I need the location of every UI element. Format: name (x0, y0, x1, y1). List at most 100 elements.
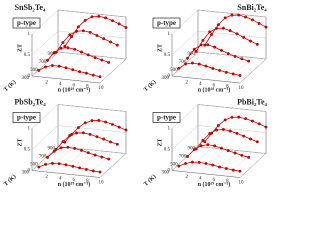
grid-line (57, 51, 127, 60)
data-point (204, 162, 208, 165)
data-point (59, 46, 63, 50)
y-tick-label: 0.5 (164, 53, 171, 58)
z-tick-label: 500 (170, 163, 178, 168)
z-tick-label: 900 (188, 52, 196, 57)
grid-line (239, 153, 267, 178)
panel: 0 0.5 1 2 4 6 8 10 ZT n (10¹⁹ cm⁻³) T (K) 900700500… (2, 97, 128, 188)
z-axis-label: T (K) (142, 173, 157, 188)
data-point (249, 137, 252, 141)
panel-title: PbBi₂Te₄ (237, 97, 267, 106)
data-point (220, 48, 223, 52)
data-point (247, 155, 251, 159)
z-tick-label: 300 (162, 76, 170, 81)
z-axis-label: T (K) (2, 79, 17, 94)
data-point (208, 30, 212, 34)
z-tick-label: 700 (39, 60, 47, 65)
data-point (250, 18, 254, 22)
data-point (76, 126, 80, 130)
x-tick-label: 8 (86, 85, 89, 90)
data-point (104, 120, 108, 124)
data-point (249, 39, 252, 43)
grid-line (59, 54, 86, 79)
data-point (237, 115, 241, 119)
data-point (238, 73, 242, 77)
y-tick-label: 1 (28, 127, 31, 132)
grid-line (31, 9, 59, 35)
data-point (233, 151, 237, 155)
annotation-box (152, 17, 181, 29)
data-point (84, 167, 88, 171)
series-line (47, 146, 109, 160)
data-point (197, 160, 201, 164)
x-tick-label: 2 (185, 175, 188, 180)
data-point (197, 62, 201, 66)
series-line (195, 129, 258, 150)
data-point (100, 155, 104, 159)
x-tick-label: 2 (185, 81, 188, 86)
x-tick-label: 8 (226, 179, 229, 184)
series-line (47, 47, 109, 63)
grid-line (72, 56, 99, 81)
data-point (226, 149, 230, 153)
grid-line (185, 147, 212, 173)
y-tick-label: 0 (168, 74, 171, 79)
data-point (95, 34, 99, 37)
data-point (88, 132, 92, 136)
data-point (218, 165, 222, 169)
data-point (223, 118, 227, 122)
y-tick-label: 0.5 (164, 148, 171, 153)
panel: 0 0.5 1 2 4 6 8 10 ZT n (10¹⁹ cm⁻³) T (K) 900700500… (142, 3, 268, 94)
grid-line (171, 125, 199, 150)
data-point (109, 140, 112, 144)
x-tick-label: 6 (73, 83, 76, 88)
x-tick-label: 4 (59, 176, 62, 181)
data-point (88, 30, 92, 34)
data-point (117, 125, 121, 129)
data-point (220, 146, 223, 150)
data-point (117, 22, 121, 26)
data-point (216, 124, 220, 127)
data-point (224, 167, 228, 170)
data-point (199, 144, 203, 148)
data-point (97, 14, 101, 18)
y-tick-label: 0.5 (24, 148, 31, 153)
x-axis-label: n (10¹⁹ cm⁻³) (58, 181, 91, 188)
data-point (235, 32, 239, 36)
data-point (255, 140, 259, 144)
data-point (264, 125, 268, 129)
data-point (93, 153, 97, 157)
data-point (115, 142, 119, 146)
x-tick-label: 10 (99, 86, 105, 91)
z-tick-label: 500 (30, 163, 38, 168)
data-point (37, 165, 41, 169)
grid-line (239, 58, 267, 84)
data-point (206, 43, 210, 47)
data-point (216, 23, 220, 27)
data-point (201, 138, 205, 142)
annotation: p-type (17, 114, 36, 122)
series-line (187, 44, 249, 62)
data-point (86, 53, 90, 57)
series-line (64, 15, 127, 47)
x-tick-label: 10 (99, 181, 105, 186)
data-point (184, 62, 188, 66)
x-tick-label: 10 (239, 181, 245, 186)
data-point (102, 137, 106, 141)
series-line (204, 14, 267, 46)
data-point (124, 128, 128, 132)
data-point (228, 29, 232, 33)
grid-line (212, 150, 239, 175)
z-tick-label: 700 (179, 155, 187, 160)
z-axis-label: T (K) (142, 79, 157, 94)
data-point (90, 15, 94, 19)
series-line (55, 132, 118, 150)
data-point (46, 155, 49, 159)
x-tick-label: 4 (59, 82, 62, 87)
data-point (264, 25, 268, 29)
grid-line (171, 30, 199, 56)
data-point (75, 131, 78, 135)
series-line (178, 62, 241, 76)
data-point (190, 61, 194, 65)
data-point (215, 128, 218, 132)
data-point (78, 70, 82, 74)
